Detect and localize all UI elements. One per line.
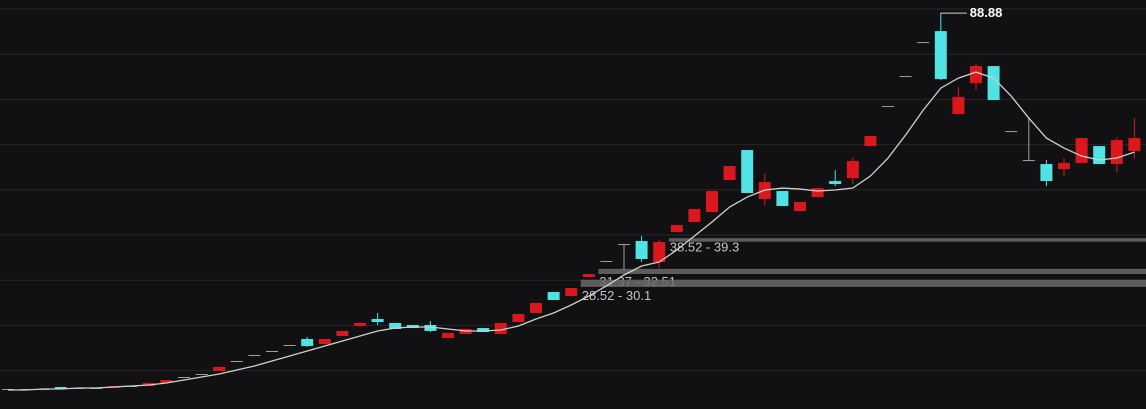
candle-body [794,202,806,212]
candle-body [1022,160,1035,162]
zone-label: 28.52 - 30.1 [582,288,651,303]
candle-body [899,76,912,78]
candle-body [477,328,490,332]
candle-body [688,209,701,223]
candle-body [600,261,613,263]
candle-body [952,97,965,115]
candle-body [811,188,824,198]
candle-body [1110,140,1123,165]
candle-body [424,324,437,331]
zone-band [598,268,1146,275]
candle-body [706,191,718,213]
candle-body [530,303,542,314]
candle-body [442,332,454,339]
candle-body [829,181,842,185]
candle-body [1093,146,1106,165]
candle-body [670,225,683,233]
candle-body [1040,164,1053,182]
max-label: 88.88 [970,5,1003,20]
zone-band [668,238,1146,242]
candle-body [970,66,982,84]
candle-body [371,319,384,323]
candle-body [846,161,859,179]
candle-body [653,242,666,263]
candle-body [635,241,648,260]
candle-body [882,106,894,108]
candle-body [178,377,190,379]
candle-body [1058,163,1070,170]
zone-label: 38.52 - 39.3 [670,240,739,255]
candle-body [1005,131,1018,133]
candle-body [1128,138,1141,152]
candle-body [54,386,67,389]
candle-body [266,350,278,352]
candle-body [213,366,226,371]
max-leader [940,12,967,15]
candle-body [248,354,261,356]
candle-body [934,31,947,80]
candle-body [389,322,402,330]
candle-body [512,314,525,323]
candle-body [354,322,366,326]
candle-body [864,136,877,147]
candle-body [318,338,331,345]
candle-body [1075,138,1088,164]
candle-body [776,191,789,207]
candle-body [195,373,208,375]
candle-body [336,330,349,337]
candle-body [618,243,630,245]
candle-body [494,322,507,334]
candle-body [301,338,314,347]
candle-body [917,42,930,44]
candle-body [741,150,754,194]
candle-body [160,379,173,383]
candle-body [987,66,1000,101]
candle-body [723,166,736,181]
candle-body [582,274,595,277]
candle-body [230,361,243,363]
candle-body [283,345,296,347]
moving-average [8,71,1135,391]
candle-body [565,288,578,297]
zone-band [580,279,1146,287]
candle-body [547,291,560,300]
